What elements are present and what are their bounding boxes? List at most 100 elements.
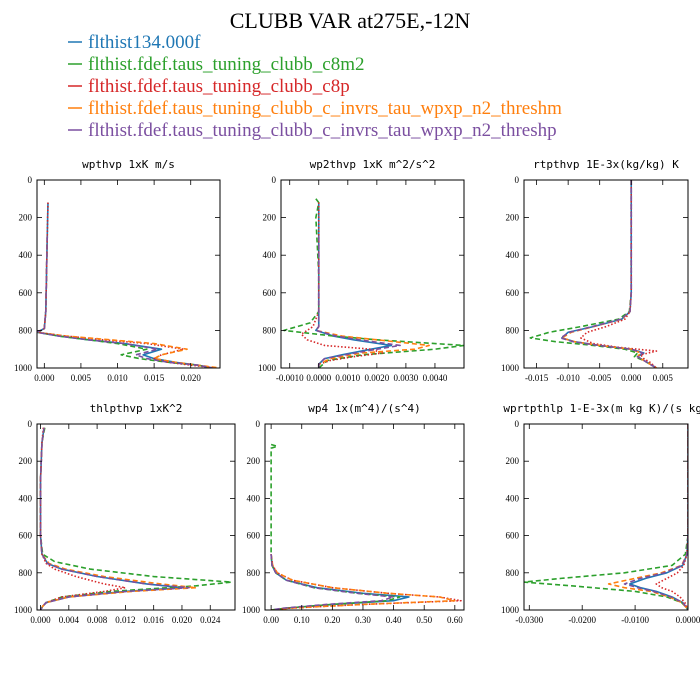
series-group (529, 180, 658, 368)
x-tick-label: 0.000 (34, 373, 55, 383)
x-tick-label: 0.020 (172, 615, 193, 625)
x-tick-label: 0.20 (324, 615, 340, 625)
x-tick-label: 0.30 (355, 615, 371, 625)
series-line-5 (623, 424, 688, 610)
series-line-3 (270, 554, 462, 610)
series-line-5 (559, 180, 657, 368)
y-tick-label: 600 (19, 531, 33, 541)
y-tick-label: 400 (247, 493, 261, 503)
legend-label: flthist.fdef.taus_tuning_clubb_c8p (88, 76, 350, 97)
y-tick-label: 800 (19, 568, 33, 578)
panel-6: wprtpthlp 1-E-3x(m kg K)/(s kg) 0 200 400 60… (501, 402, 700, 625)
panel-title: wp4 1x(m^4)/(s^4) (308, 402, 421, 415)
x-tick-label: 0.012 (115, 615, 135, 625)
x-tick-label: 0.004 (59, 615, 80, 625)
series-line-3 (300, 202, 384, 368)
x-tick-label: -0.005 (588, 373, 612, 383)
legend-item: flthist.fdef.taus_tuning_clubb_c8p (68, 76, 350, 97)
y-tick-label: 1000 (258, 363, 277, 373)
series-line-3 (655, 424, 688, 610)
panel-title: wpthvp 1xK m/s (82, 158, 175, 171)
x-tick-label: 0.015 (144, 373, 165, 383)
plot-frame (523, 423, 689, 611)
plot-frame (36, 179, 221, 369)
x-tick-label: 0.0020 (364, 373, 389, 383)
series-group (270, 443, 462, 610)
y-tick-label: 1000 (14, 363, 33, 373)
y-tick-label: 0 (28, 175, 33, 185)
x-tick-label: -0.010 (557, 373, 581, 383)
panel-title: wp2thvp 1xK m^2/s^2 (310, 158, 436, 171)
legend-label: flthist.fdef.taus_tuning_clubb_c8m2 (88, 54, 365, 75)
y-tick-label: 0 (515, 419, 520, 429)
y-tick-label: 200 (506, 213, 520, 223)
y-tick-label: 1000 (501, 605, 520, 615)
series-line-4 (39, 427, 197, 610)
legend-item: flthist.fdef.taus_tuning_clubb_c8m2 (68, 54, 365, 75)
plot-frame (36, 423, 236, 611)
y-tick-label: 600 (506, 531, 520, 541)
y-tick-label: 0 (272, 175, 277, 185)
series-line-4 (270, 554, 456, 610)
y-tick-label: 0 (515, 175, 520, 185)
panel-3: rtpthvp 1E-3x(kg/kg) K02004006008001000-… (501, 158, 689, 383)
y-tick-label: 0 (256, 419, 261, 429)
legend-label: flthist.fdef.taus_tuning_clubb_c_invrs_t… (88, 98, 562, 119)
series-group (39, 427, 233, 610)
series-line-5 (37, 236, 213, 368)
legend: flthist134.000fflthist.fdef.taus_tuning_… (68, 32, 562, 141)
x-tick-label: 0.50 (416, 615, 432, 625)
series-line-2 (270, 443, 401, 610)
legend-item: flthist.fdef.taus_tuning_clubb_c_invrs_t… (68, 120, 557, 141)
x-tick-label: -0.0300 (515, 615, 543, 625)
y-tick-label: 400 (19, 250, 33, 260)
y-tick-label: 600 (19, 288, 33, 298)
x-tick-label: 0.0030 (394, 373, 419, 383)
x-tick-label: -0.0010 (276, 373, 304, 383)
series-line-2 (529, 180, 657, 368)
x-tick-label: 0.40 (386, 615, 402, 625)
y-tick-label: 400 (263, 250, 277, 260)
legend-item: flthist.fdef.taus_tuning_clubb_c_invrs_t… (68, 98, 562, 119)
series-line-4 (37, 236, 220, 368)
series-line-4 (561, 180, 657, 368)
series-line-3 (39, 427, 127, 610)
y-tick-label: 600 (247, 531, 261, 541)
x-tick-label: 0.020 (181, 373, 202, 383)
figure-title: CLUBB VAR at275E,-12N (230, 8, 471, 33)
x-tick-label: 0.016 (144, 615, 165, 625)
y-tick-label: 200 (247, 456, 261, 466)
x-tick-label: 0.0000 (676, 615, 700, 625)
x-tick-label: 0.10 (294, 615, 310, 625)
y-tick-label: 200 (19, 456, 33, 466)
x-tick-label: 0.005 (653, 373, 674, 383)
series-line-2 (37, 236, 213, 368)
series-line-1 (270, 554, 410, 610)
x-tick-label: 0.000 (621, 373, 642, 383)
y-tick-label: 800 (19, 325, 33, 335)
legend-item: flthist134.000f (68, 32, 201, 53)
x-tick-label: 0.00 (263, 615, 279, 625)
x-tick-label: -0.0200 (568, 615, 596, 625)
panel-title: wprtpthlp 1-E-3x(m kg K)/(s kg) (503, 402, 700, 415)
series-line-5 (270, 554, 395, 610)
x-tick-label: -0.015 (525, 373, 549, 383)
x-tick-label: -0.0100 (621, 615, 649, 625)
plot-frame (523, 179, 689, 369)
series-group (524, 424, 688, 610)
y-tick-label: 1000 (242, 605, 261, 615)
y-tick-label: 800 (263, 325, 277, 335)
x-tick-label: 0.010 (107, 373, 128, 383)
x-tick-label: 0.0010 (335, 373, 360, 383)
x-tick-label: 0.0040 (423, 373, 448, 383)
x-tick-label: 0.005 (71, 373, 92, 383)
series-line-3 (579, 180, 658, 368)
plot-frame (280, 179, 465, 369)
y-tick-label: 600 (506, 288, 520, 298)
series-line-4 (607, 424, 688, 610)
y-tick-label: 200 (19, 213, 33, 223)
